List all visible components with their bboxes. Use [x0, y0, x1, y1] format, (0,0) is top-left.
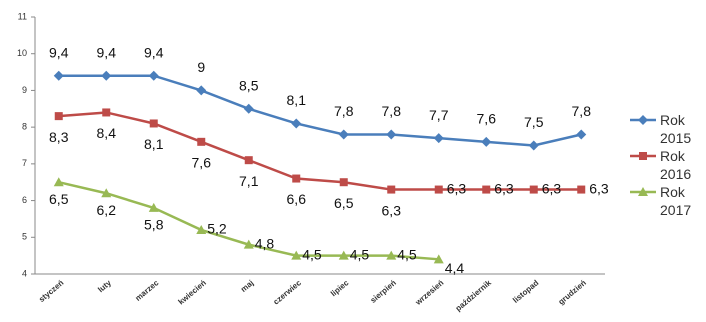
- marker: [196, 85, 207, 96]
- marker: [339, 178, 348, 187]
- marker: [291, 250, 302, 260]
- data-label: 9,4: [49, 44, 69, 60]
- data-label: 6,3: [542, 180, 562, 196]
- data-label: 8,1: [287, 92, 307, 108]
- data-label: 6,3: [589, 180, 609, 196]
- marker: [576, 129, 587, 140]
- x-tick-label: lipiec: [329, 278, 351, 298]
- marker: [386, 129, 397, 140]
- data-label: 7,5: [524, 114, 544, 130]
- data-label: 8,5: [239, 77, 259, 93]
- x-tick-label: listopad: [511, 278, 540, 305]
- marker: [196, 224, 207, 234]
- series-line: [58, 74, 582, 147]
- marker: [434, 185, 443, 194]
- marker: [338, 250, 349, 260]
- x-tick-label: luty: [96, 278, 113, 294]
- legend-label: Rok 2017: [660, 184, 692, 218]
- data-label: 8,4: [97, 125, 117, 141]
- marker: [387, 185, 396, 194]
- marker: [386, 250, 397, 260]
- x-tick-label: maj: [239, 278, 255, 294]
- data-label: 4,5: [350, 246, 370, 262]
- data-label: 7,7: [429, 107, 449, 123]
- marker: [102, 108, 111, 117]
- data-label: 7,1: [239, 173, 259, 189]
- data-label: 8,1: [144, 136, 164, 152]
- data-label: 9: [197, 59, 205, 75]
- y-tick-label: 5: [22, 232, 27, 242]
- marker: [481, 136, 492, 147]
- marker: [482, 185, 491, 194]
- data-label: 4,5: [302, 246, 322, 262]
- marker: [291, 118, 302, 129]
- series-line: [58, 111, 582, 191]
- data-label: 7,6: [477, 111, 497, 127]
- marker: [338, 129, 349, 140]
- marker: [54, 112, 63, 121]
- marker: [148, 70, 159, 81]
- x-tick-label: grudzień: [557, 278, 588, 306]
- y-tick-label: 4: [22, 268, 27, 278]
- marker: [243, 239, 254, 249]
- legend-marker: [638, 187, 648, 196]
- data-label: 6,5: [334, 195, 354, 211]
- marker: [243, 103, 254, 114]
- data-label: 6,3: [447, 180, 467, 196]
- data-label: 9,4: [97, 44, 117, 60]
- y-tick-label: 8: [22, 122, 27, 132]
- marker: [577, 185, 586, 194]
- marker: [244, 156, 253, 165]
- y-tick-label: 11: [18, 11, 27, 21]
- x-tick-label: czerwiec: [272, 278, 304, 307]
- legend-label: Rok 2015: [660, 112, 692, 146]
- data-label: 7,8: [572, 103, 592, 119]
- marker: [101, 188, 112, 198]
- data-label: 6,2: [97, 202, 117, 218]
- marker: [292, 174, 301, 183]
- data-label: 4,5: [397, 246, 417, 262]
- data-label: 7,8: [382, 103, 402, 119]
- marker: [53, 70, 64, 81]
- y-tick-label: 6: [22, 195, 27, 205]
- data-label: 8,3: [49, 129, 69, 145]
- data-label: 9,4: [144, 44, 164, 60]
- data-label: 7,8: [334, 103, 354, 119]
- data-label: 5,2: [207, 221, 227, 237]
- marker: [433, 254, 444, 264]
- legend-marker: [638, 115, 648, 125]
- data-label: 7,6: [192, 155, 212, 171]
- marker: [529, 185, 538, 194]
- marker: [149, 119, 158, 128]
- x-tick-label: wrzesień: [413, 278, 446, 307]
- marker: [197, 137, 206, 146]
- x-tick-label: styczeń: [37, 278, 65, 304]
- marker: [101, 70, 112, 81]
- data-label: 5,8: [144, 217, 164, 233]
- legend-label: Rok 2016: [660, 148, 692, 182]
- y-tick-label: 10: [17, 48, 27, 58]
- marker: [528, 140, 539, 151]
- data-label: 4,8: [255, 235, 275, 251]
- marker: [148, 202, 159, 212]
- y-tick-label: 9: [22, 85, 27, 95]
- x-tick-label: marzec: [133, 278, 160, 303]
- data-label: 6,5: [49, 191, 69, 207]
- y-tick-label: 7: [22, 158, 27, 168]
- legend-marker: [639, 152, 647, 160]
- marker: [433, 133, 444, 144]
- data-label: 6,3: [382, 202, 402, 218]
- x-tick-label: październik: [454, 278, 494, 313]
- x-tick-label: kwiecień: [177, 278, 208, 306]
- marker: [53, 177, 64, 187]
- data-label: 6,6: [287, 191, 307, 207]
- data-label: 6,3: [494, 180, 514, 196]
- data-label: 4,4: [445, 260, 465, 276]
- x-tick-label: sierpień: [369, 278, 398, 305]
